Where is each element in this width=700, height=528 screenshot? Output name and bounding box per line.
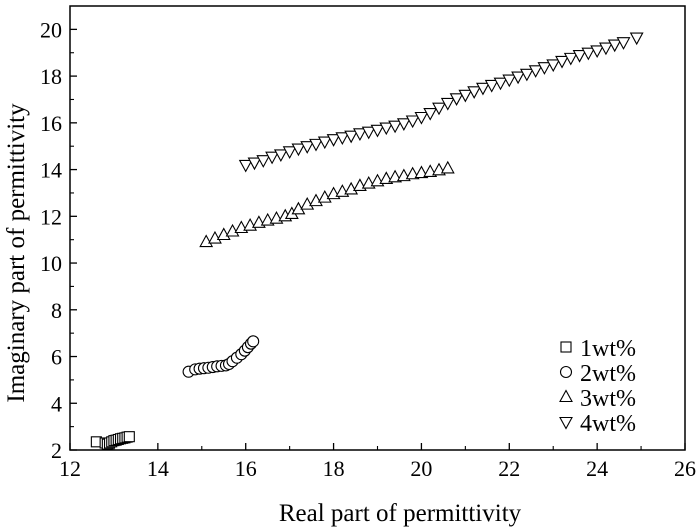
data-point [326,134,341,147]
x-tick-label: 12 [59,456,81,481]
y-tick-label: 6 [51,345,62,370]
data-point [317,136,332,150]
data-point [247,157,262,171]
data-point [519,68,534,82]
data-point [388,169,402,183]
data-point [317,189,332,203]
y-tick-label: 12 [40,204,62,229]
data-point [484,79,499,93]
data-point [282,146,297,160]
data-point [335,132,350,145]
data-point [616,37,631,50]
data-point [502,74,517,88]
legend-label: 3wt% [580,386,636,412]
y-axis-title: Imaginary part of permittivity [3,103,30,403]
data-point [225,223,240,237]
x-tick-label: 26 [674,456,696,481]
data-point [370,124,385,138]
data-point [256,155,271,168]
data-point [528,65,543,78]
data-point [247,335,260,348]
data-point [458,89,473,103]
data-point [440,97,455,111]
data-point [199,234,214,248]
data-point [572,50,587,63]
x-tick-label: 22 [498,456,520,481]
data-points [90,32,644,450]
data-point [379,122,394,136]
data-point [300,141,315,154]
legend-marker [560,341,572,353]
data-point [344,181,359,195]
y-tick-label: 10 [40,251,62,276]
data-point [291,143,306,157]
legend-marker [559,416,573,430]
legend-label: 1wt% [580,336,636,362]
plot-frame [69,5,686,451]
data-point [238,159,253,173]
data-point [309,138,323,152]
data-point [300,196,315,210]
data-point [123,431,135,443]
x-axis-title: Real part of permittivity [279,500,522,527]
legend: 1wt%2wt%3wt%4wt% [559,336,636,437]
legend-marker [559,365,573,379]
y-tick-label: 20 [40,17,62,42]
data-point [265,151,279,165]
data-point [396,118,411,131]
data-point [405,115,420,129]
data-point [432,102,446,116]
data-point [590,45,605,59]
x-tick-label: 18 [323,456,345,481]
y-tick-label: 8 [51,298,62,323]
data-point [405,166,420,180]
data-point [440,160,455,174]
legend-label: 2wt% [580,361,636,387]
data-point [414,111,429,125]
data-point [476,82,490,96]
legend-marker [559,389,573,403]
y-tick-label: 2 [51,438,62,463]
data-point [208,230,222,244]
data-point [361,126,376,140]
data-point [581,47,596,61]
data-point [607,39,622,53]
data-point [344,130,359,144]
x-tick-label: 16 [235,456,257,481]
legend-label: 4wt% [580,411,636,437]
data-point [546,59,561,73]
data-point [629,32,644,46]
y-tick-label: 14 [40,158,62,183]
data-point [493,77,508,91]
y-tick-label: 16 [40,111,62,136]
data-point [216,227,231,241]
data-point [449,93,464,106]
data-point [309,193,323,207]
data-point [423,107,438,121]
y-tick-label: 4 [51,391,62,416]
x-tick-label: 20 [410,456,432,481]
data-point [537,62,552,75]
data-point [511,71,525,85]
data-point [414,165,429,179]
data-point [599,42,613,56]
data-point [388,120,402,134]
data-point [555,55,569,69]
data-point [563,52,578,66]
x-tick-label: 24 [586,456,608,481]
data-point [273,149,288,163]
data-point [467,86,482,99]
y-tick-label: 18 [40,64,62,89]
data-point [353,128,367,142]
x-tick-label: 14 [147,456,169,481]
